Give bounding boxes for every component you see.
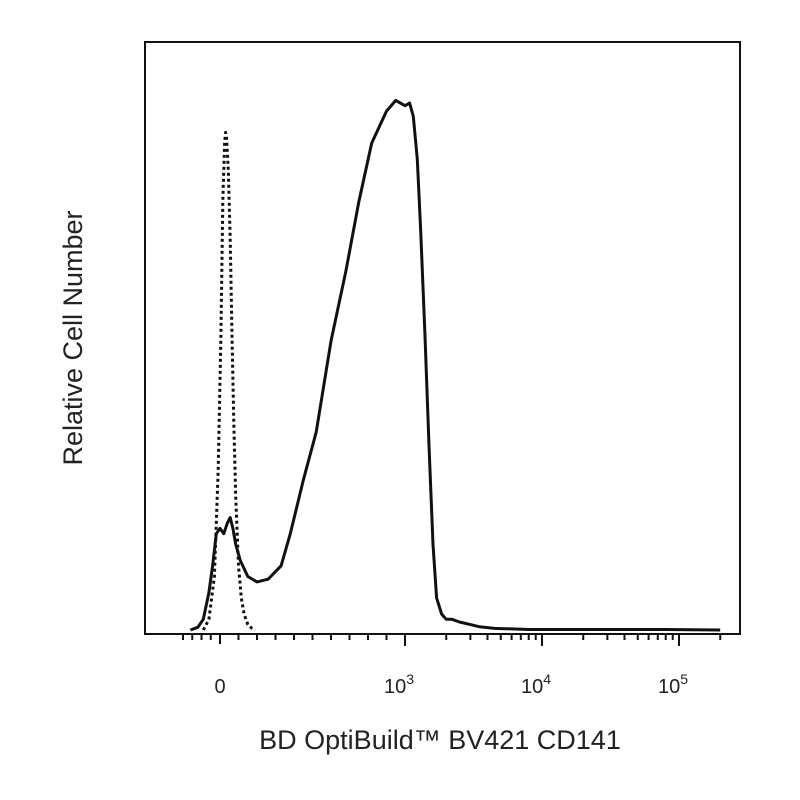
- isotype-control-curve: [201, 130, 256, 632]
- x-tick-label: 104: [521, 671, 551, 698]
- x-tick-label: 103: [384, 671, 414, 698]
- stained-sample-curve: [189, 98, 721, 632]
- x-tick-label: 105: [658, 671, 688, 698]
- series-layer: [189, 98, 721, 632]
- y-axis-label: Relative Cell Number: [58, 210, 88, 465]
- x-tick-label: 0: [214, 676, 225, 698]
- x-axis-ticks: [182, 634, 722, 646]
- x-axis-label: BD OptiBuild™ BV421 CD141: [259, 725, 621, 755]
- plot-frame: [144, 41, 741, 635]
- x-tick-labels: 0 103 104 105: [214, 671, 688, 698]
